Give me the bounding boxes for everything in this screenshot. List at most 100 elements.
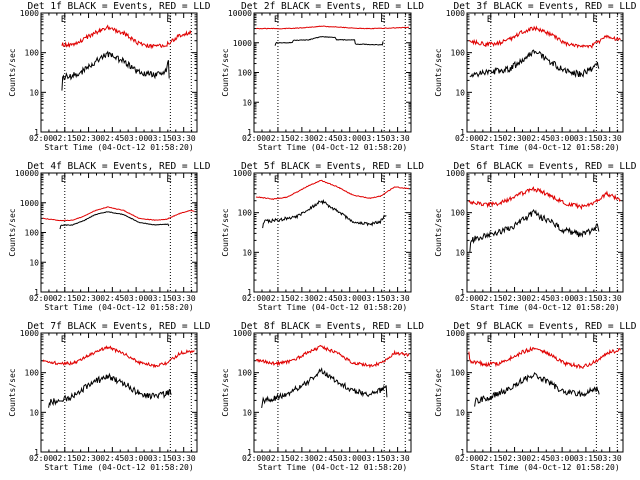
y-tick-label: 10 — [242, 98, 252, 107]
plot-frame — [40, 172, 198, 293]
marker-label: E — [61, 15, 66, 25]
series-lld-line — [255, 179, 409, 201]
series-events-line — [48, 372, 172, 408]
y-tick-label: 10 — [455, 408, 465, 417]
x-tick-label: 02:15 — [479, 134, 503, 143]
x-tick-label: 03:30 — [386, 454, 410, 463]
panel-det-2: Det 2f BLACK = Events, RED = LLD 1 10 100 10… — [221, 1, 424, 152]
marker-label: E — [274, 335, 279, 345]
panel-det-9: Det 9f BLACK = Events, RED = LLD 1 10 100 10… — [434, 321, 637, 472]
x-tick-label: 02:15 — [479, 454, 503, 463]
x-tick-label: 02:00 — [29, 134, 53, 143]
x-tick-label: 03:00 — [124, 134, 148, 143]
x-tick-label: 03:00 — [338, 454, 362, 463]
marker-label: E — [380, 15, 385, 25]
x-axis-label: Start Time (04-Oct-12 01:58:20) — [470, 303, 619, 312]
x-tick-label: 02:30 — [503, 134, 527, 143]
panel-title: Det 9f BLACK = Events, RED = LLD — [453, 321, 636, 332]
x-axis-label: Start Time (04-Oct-12 01:58:20) — [44, 303, 193, 312]
plot-frame — [40, 12, 198, 133]
y-tick-label: 100 — [238, 369, 253, 378]
y-tick-label: 10 — [29, 408, 39, 417]
x-tick-label: 02:00 — [29, 454, 53, 463]
y-tick-label: 100 — [451, 209, 466, 218]
marker-label: E — [166, 15, 171, 25]
x-tick-label: 02:15 — [53, 454, 77, 463]
x-tick-label: 03:30 — [598, 134, 622, 143]
marker-label: E — [487, 15, 492, 25]
plot-frame — [253, 172, 412, 293]
panel-det-6: Det 6f BLACK = Events, RED = LLD 1 10 100 10… — [434, 161, 637, 312]
y-tick-label: 100 — [25, 49, 40, 58]
x-axis-label: Start Time (04-Oct-12 01:58:20) — [258, 463, 407, 472]
y-tick-label: 10000 — [15, 169, 39, 178]
y-tick-label: 1 — [34, 448, 39, 457]
panel-title: Det 7f BLACK = Events, RED = LLD — [27, 321, 210, 332]
series-events-line — [469, 209, 600, 253]
x-tick-label: 02:00 — [29, 294, 53, 303]
panel-det-8: Det 8f BLACK = Events, RED = LLD 1 10 100 10… — [221, 321, 424, 472]
x-axis-label: Start Time (04-Oct-12 01:58:20) — [470, 463, 619, 472]
series-lld-line — [42, 206, 195, 222]
x-tick-label: 02:15 — [53, 294, 77, 303]
x-tick-label: 02:45 — [100, 134, 124, 143]
x-tick-label: 02:00 — [455, 134, 479, 143]
x-tick-label: 02:30 — [503, 454, 527, 463]
x-tick-label: 02:00 — [455, 294, 479, 303]
y-axis-label: Counts/sec — [434, 208, 443, 256]
series-events-line — [274, 36, 384, 46]
y-axis-label: Counts/sec — [8, 208, 17, 256]
y-axis-label: Counts/sec — [221, 368, 230, 416]
y-tick-label: 100 — [25, 369, 40, 378]
series-lld-line — [468, 25, 621, 49]
panel-title: Det 1f BLACK = Events, RED = LLD — [27, 1, 210, 12]
y-axis-label: Counts/sec — [434, 368, 443, 416]
panel-det-1: Det 1f BLACK = Events, RED = LLD 1 10 100 10… — [8, 1, 211, 152]
y-tick-label: 100 — [451, 49, 466, 58]
y-tick-label: 10 — [455, 248, 465, 257]
x-tick-label: 03:15 — [148, 134, 172, 143]
x-tick-label: 03:15 — [574, 454, 598, 463]
y-axis-label: Counts/sec — [221, 208, 230, 256]
marker-label: E — [487, 335, 492, 345]
y-tick-label: 1 — [460, 448, 465, 457]
x-tick-label: 03:00 — [550, 134, 574, 143]
x-tick-label: 02:45 — [526, 294, 550, 303]
plot-frame — [466, 12, 624, 133]
x-tick-label: 02:30 — [77, 454, 101, 463]
y-axis-label: Counts/sec — [221, 48, 230, 96]
x-tick-label: 02:15 — [266, 134, 290, 143]
x-tick-label: 03:30 — [386, 134, 410, 143]
plot-frame — [253, 332, 412, 453]
x-tick-label: 02:15 — [266, 294, 290, 303]
x-tick-label: 03:30 — [386, 294, 410, 303]
series-lld-line — [468, 186, 621, 211]
x-tick-label: 03:00 — [338, 134, 362, 143]
marker-label: E — [166, 335, 171, 345]
series-lld-line — [42, 345, 195, 369]
panel-title: Det 5f BLACK = Events, RED = LLD — [241, 161, 424, 172]
y-tick-label: 1000 — [20, 199, 39, 208]
y-tick-label: 10 — [29, 258, 39, 267]
x-tick-label: 03:15 — [574, 294, 598, 303]
y-tick-label: 100 — [238, 209, 253, 218]
panel-det-3: Det 3f BLACK = Events, RED = LLD 1 10 100 10… — [434, 1, 637, 152]
y-tick-label: 10 — [455, 88, 465, 97]
panel-title: Det 3f BLACK = Events, RED = LLD — [453, 1, 636, 12]
y-tick-label: 1 — [34, 128, 39, 137]
x-tick-label: 03:30 — [598, 454, 622, 463]
plot-frame — [466, 332, 624, 453]
x-tick-label: 02:30 — [290, 134, 314, 143]
y-tick-label: 1000 — [20, 9, 39, 18]
x-axis-label: Start Time (04-Oct-12 01:58:20) — [470, 143, 619, 152]
x-tick-label: 02:45 — [314, 134, 338, 143]
series-lld-line — [255, 25, 410, 30]
y-tick-label: 1 — [247, 128, 252, 137]
marker-label: E — [61, 175, 66, 185]
marker-label: E — [592, 175, 597, 185]
y-tick-label: 1000 — [233, 329, 252, 338]
x-tick-label: 03:15 — [574, 134, 598, 143]
series-events-line — [469, 49, 600, 78]
marker-label: E — [592, 15, 597, 25]
